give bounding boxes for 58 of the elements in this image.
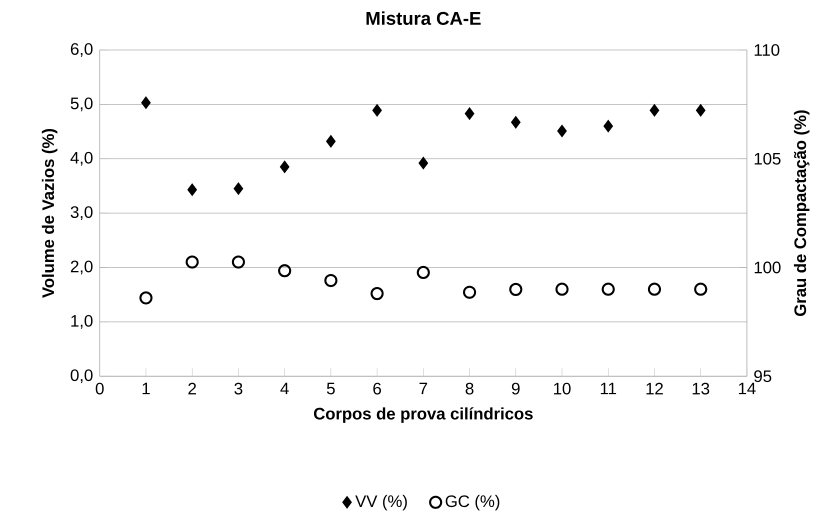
x-tick-label: 2 <box>188 382 196 394</box>
x-tick-label: 12 <box>646 382 663 394</box>
x-tick-label: 1 <box>142 382 150 394</box>
point <box>462 286 476 299</box>
point <box>370 286 384 300</box>
point <box>648 282 662 296</box>
point <box>324 274 338 287</box>
point <box>232 255 245 269</box>
x-tick-label: 6 <box>373 382 381 394</box>
point <box>326 134 336 148</box>
legend-label: GC (%) <box>446 494 500 510</box>
y2-tick-label: 95 <box>754 370 772 382</box>
y-tick-label: 6,0 <box>70 43 93 57</box>
y-tick-label: 4,0 <box>70 152 93 166</box>
x-tick-label: 4 <box>280 382 289 394</box>
x-tick-label: 9 <box>512 382 520 394</box>
point <box>280 160 290 174</box>
y-tick-label: 1,0 <box>71 314 93 329</box>
y2-tick-label: 110 <box>754 44 780 56</box>
point <box>464 107 474 120</box>
point <box>509 282 522 296</box>
x-tick-label: 7 <box>420 382 428 394</box>
point <box>187 183 197 196</box>
point <box>557 124 567 138</box>
x-tick-label: 0 <box>96 382 104 394</box>
y-tick-label: 2,0 <box>70 260 93 274</box>
point <box>603 120 614 132</box>
x-tick-label: 13 <box>692 382 710 394</box>
point <box>694 282 708 296</box>
point <box>278 264 292 278</box>
x-tick-label: 3 <box>234 382 242 394</box>
point <box>555 282 569 296</box>
point <box>418 156 428 170</box>
point <box>650 104 660 117</box>
x-tick-label: 14 <box>738 382 756 394</box>
point <box>234 182 244 195</box>
point <box>416 266 430 279</box>
chart-title: Mistura CA-E <box>366 11 481 25</box>
y-tick-label: 3,0 <box>70 206 93 220</box>
y2-axis-title: Grau de Compactação (%) <box>794 110 810 316</box>
point <box>696 104 706 117</box>
x-tick-label: 5 <box>326 382 335 394</box>
y2-tick-label: 100 <box>754 261 781 274</box>
point <box>372 104 382 117</box>
x-tick-label: 11 <box>600 382 616 394</box>
legend-label: VV (%) <box>355 494 407 510</box>
point <box>141 96 151 109</box>
y-tick-label: 5,0 <box>70 97 93 112</box>
y-axis-title: Volume de Vazios (%) <box>42 128 58 298</box>
point <box>602 282 615 296</box>
point <box>510 116 521 128</box>
y-tick-label: 0,0 <box>70 369 93 383</box>
x-tick-label: 10 <box>554 382 571 394</box>
point <box>139 291 153 304</box>
y2-tick-label: 105 <box>754 152 781 165</box>
x-axis-title: Corpos de prova cilíndricos <box>314 407 533 423</box>
x-tick-label: 8 <box>466 382 474 394</box>
point <box>186 255 199 269</box>
